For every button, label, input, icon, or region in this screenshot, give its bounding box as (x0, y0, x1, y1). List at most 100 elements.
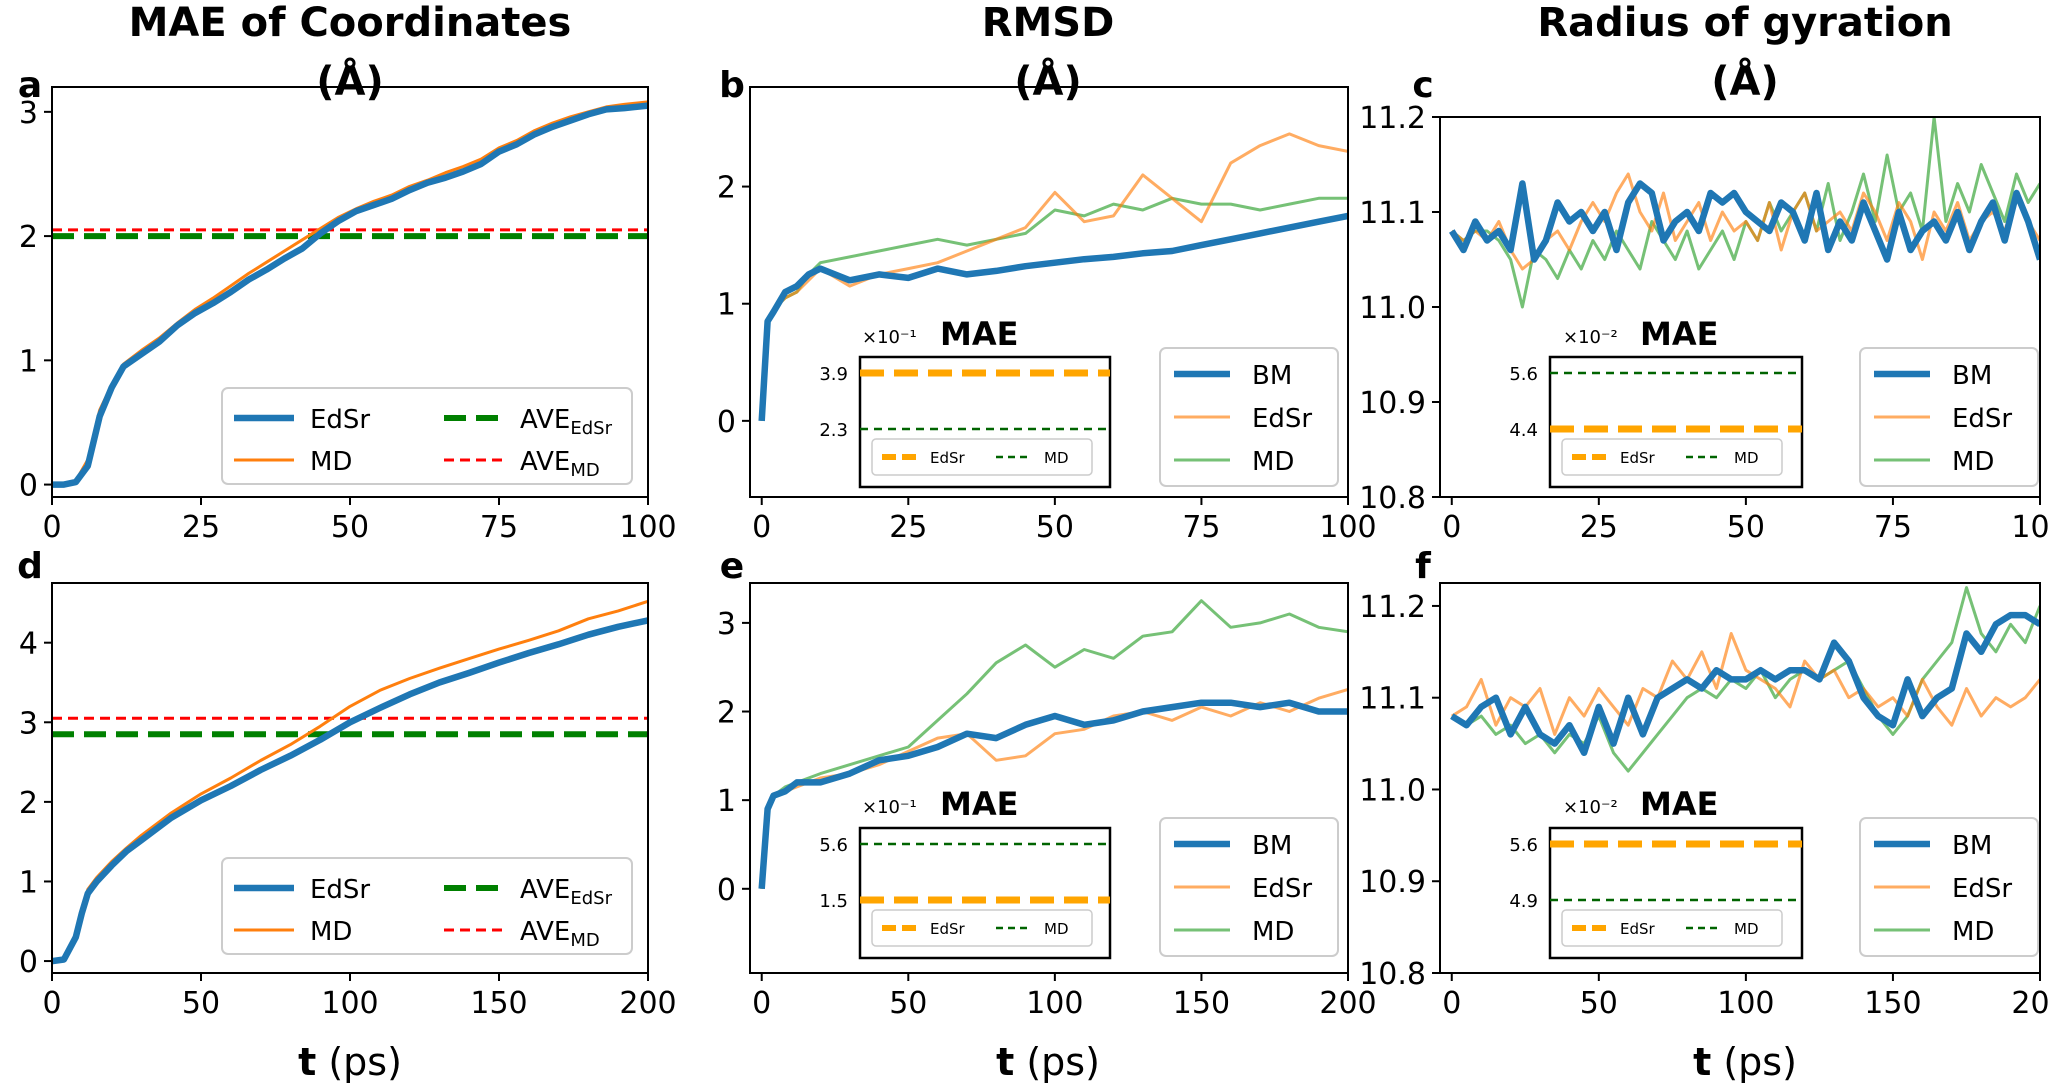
x-tick-label: 50 (889, 986, 927, 1021)
legend: BM EdSr MD (1159, 347, 1339, 487)
panel-d: 0 50 100 150 200 0 1 2 3 4 d EdSr MD AVEEdSr AVEMD (17, 546, 677, 1021)
legend-label: EdSr (1952, 404, 2012, 434)
inset-legend-label: EdSr (930, 449, 966, 467)
column-title-rmsd-line2: (Å) (1014, 56, 1082, 105)
series-line-edsr (52, 102, 648, 488)
plot-frame (1439, 582, 2041, 974)
panel-b: 0 25 50 75 100 0 1 2 b BM EdSr MD MAE ×10⁻¹ 3.9 2.3 EdSr… (717, 65, 1377, 545)
legend: BM EdSr MD (1859, 817, 2039, 957)
legend-label: AVEMD (520, 917, 600, 951)
x-tick-label: 0 (42, 986, 61, 1021)
legend-label: EdSr (1252, 404, 1312, 434)
y-tick-label: 10.8 (1359, 481, 1426, 516)
inset-mae: MAE ×10⁻² 5.6 4.4 EdSr MD (1509, 315, 1804, 489)
legend-label: AVEMD (520, 447, 600, 481)
panel-label: f (1415, 546, 1431, 587)
inset-tick-label: 3.9 (819, 364, 848, 385)
y-tick-label: 11.1 (1359, 196, 1426, 231)
legend-label: MD (1952, 447, 1994, 477)
legend-label: AVEEdSr (520, 405, 613, 439)
series-line-bm (758, 699, 1348, 890)
y-tick-label: 11.0 (1359, 773, 1426, 808)
inset-tick-label: 1.5 (819, 891, 848, 912)
x-tick-label: 100 (619, 510, 676, 545)
inset-tick-label: 4.4 (1509, 420, 1538, 441)
inset-tick-label: 5.6 (1509, 364, 1538, 385)
inset-multiplier: ×10⁻² (1563, 327, 1618, 348)
column-title-rmsd-line1: RMSD (982, 0, 1115, 46)
x-tick-label: 25 (889, 510, 927, 545)
x-tick-label: 200 (2011, 986, 2048, 1021)
legend-box (221, 857, 633, 955)
x-tick-label: 50 (1580, 986, 1618, 1021)
panel-label: d (17, 546, 43, 587)
y-tick-label: 11.0 (1359, 291, 1426, 326)
legend-box (221, 387, 633, 485)
y-tick-label: 10.9 (1359, 865, 1426, 900)
legend: EdSr MD AVEEdSr AVEMD (221, 387, 633, 485)
panel-label: b (719, 65, 745, 106)
legend-label: AVEEdSr (520, 875, 613, 909)
inset-mae: MAE ×10⁻² 5.6 4.9 EdSr MD (1509, 785, 1804, 960)
legend: BM EdSr MD (1159, 817, 1339, 957)
y-tick-label: 11.1 (1359, 682, 1426, 717)
inset-mae: MAE ×10⁻¹ 3.9 2.3 EdSr MD (819, 315, 1112, 489)
x-axis-label-col1: t (ps) (298, 1040, 402, 1084)
x-tick-label: 50 (182, 986, 220, 1021)
y-tick-label: 1 (717, 288, 736, 323)
panel-e: 0 50 100 150 200 0 1 2 3 e BM EdSr MD MAE ×10⁻¹ 5.6 1.5 E… (717, 546, 1377, 1021)
legend-label: BM (1252, 831, 1292, 861)
x-tick-label: 150 (1173, 986, 1230, 1021)
legend-box (1159, 347, 1339, 487)
x-axis-label-col2: t (ps) (996, 1040, 1100, 1084)
y-tick-label: 10.9 (1359, 386, 1426, 421)
legend-label: MD (1252, 917, 1294, 947)
panel-label: c (1412, 65, 1433, 106)
legend-label: BM (1952, 361, 1992, 391)
series-group (52, 599, 648, 965)
y-tick-label: 3 (19, 96, 38, 131)
x-tick-label: 0 (42, 510, 61, 545)
inset-tick-label: 2.3 (819, 420, 848, 441)
legend-box (1859, 817, 2039, 957)
series-group (1449, 117, 2040, 309)
inset-title: MAE (1640, 785, 1718, 823)
y-tick-label: 1 (717, 784, 736, 819)
column-title-rg-line1: Radius of gyration (1537, 0, 1952, 46)
legend-box (1159, 817, 1339, 957)
legend-label: MD (310, 917, 352, 947)
inset-legend-label: EdSr (930, 920, 966, 938)
x-tick-label: 75 (480, 510, 518, 545)
inset-title: MAE (940, 785, 1018, 823)
y-tick-label: 2 (717, 696, 736, 731)
series-group (52, 100, 648, 488)
series-line-edsr (760, 132, 1348, 421)
x-tick-label: 75 (1182, 510, 1220, 545)
legend-label: BM (1252, 361, 1292, 391)
y-tick-label: 10.8 (1359, 957, 1426, 992)
inset-tick-label: 4.9 (1509, 891, 1538, 912)
y-tick-label: 11.2 (1359, 101, 1426, 136)
x-tick-label: 100 (1319, 510, 1376, 545)
plot-frame (749, 582, 1349, 974)
x-tick-label: 100 (1717, 986, 1774, 1021)
y-tick-label: 3 (717, 607, 736, 642)
x-tick-label: 25 (1580, 510, 1618, 545)
series-group (758, 132, 1348, 422)
series-line-bm (1449, 180, 2040, 263)
inset-mae: MAE ×10⁻¹ 5.6 1.5 EdSr MD (819, 785, 1112, 960)
panel-label: a (18, 65, 42, 106)
legend-label: BM (1952, 831, 1992, 861)
plot-frame (749, 86, 1349, 498)
inset-multiplier: ×10⁻¹ (862, 327, 917, 348)
panel-c: 025507510010.810.911.011.111.2cBMEdSrMDM… (1359, 65, 2048, 545)
panel-a: 0 25 50 75 100 0 1 2 3a EdSr MD AVEEdSr AVEMD (18, 65, 677, 545)
legend-label: EdSr (310, 875, 370, 905)
x-tick-label: 50 (1727, 510, 1765, 545)
legend: BM EdSr MD (1859, 347, 2039, 487)
column-title-rg-line2: (Å) (1711, 56, 1779, 105)
series-group (1450, 586, 2040, 773)
inset-legend-box (871, 438, 1093, 476)
y-tick-label: 0 (19, 945, 38, 980)
y-tick-label: 2 (717, 171, 736, 206)
